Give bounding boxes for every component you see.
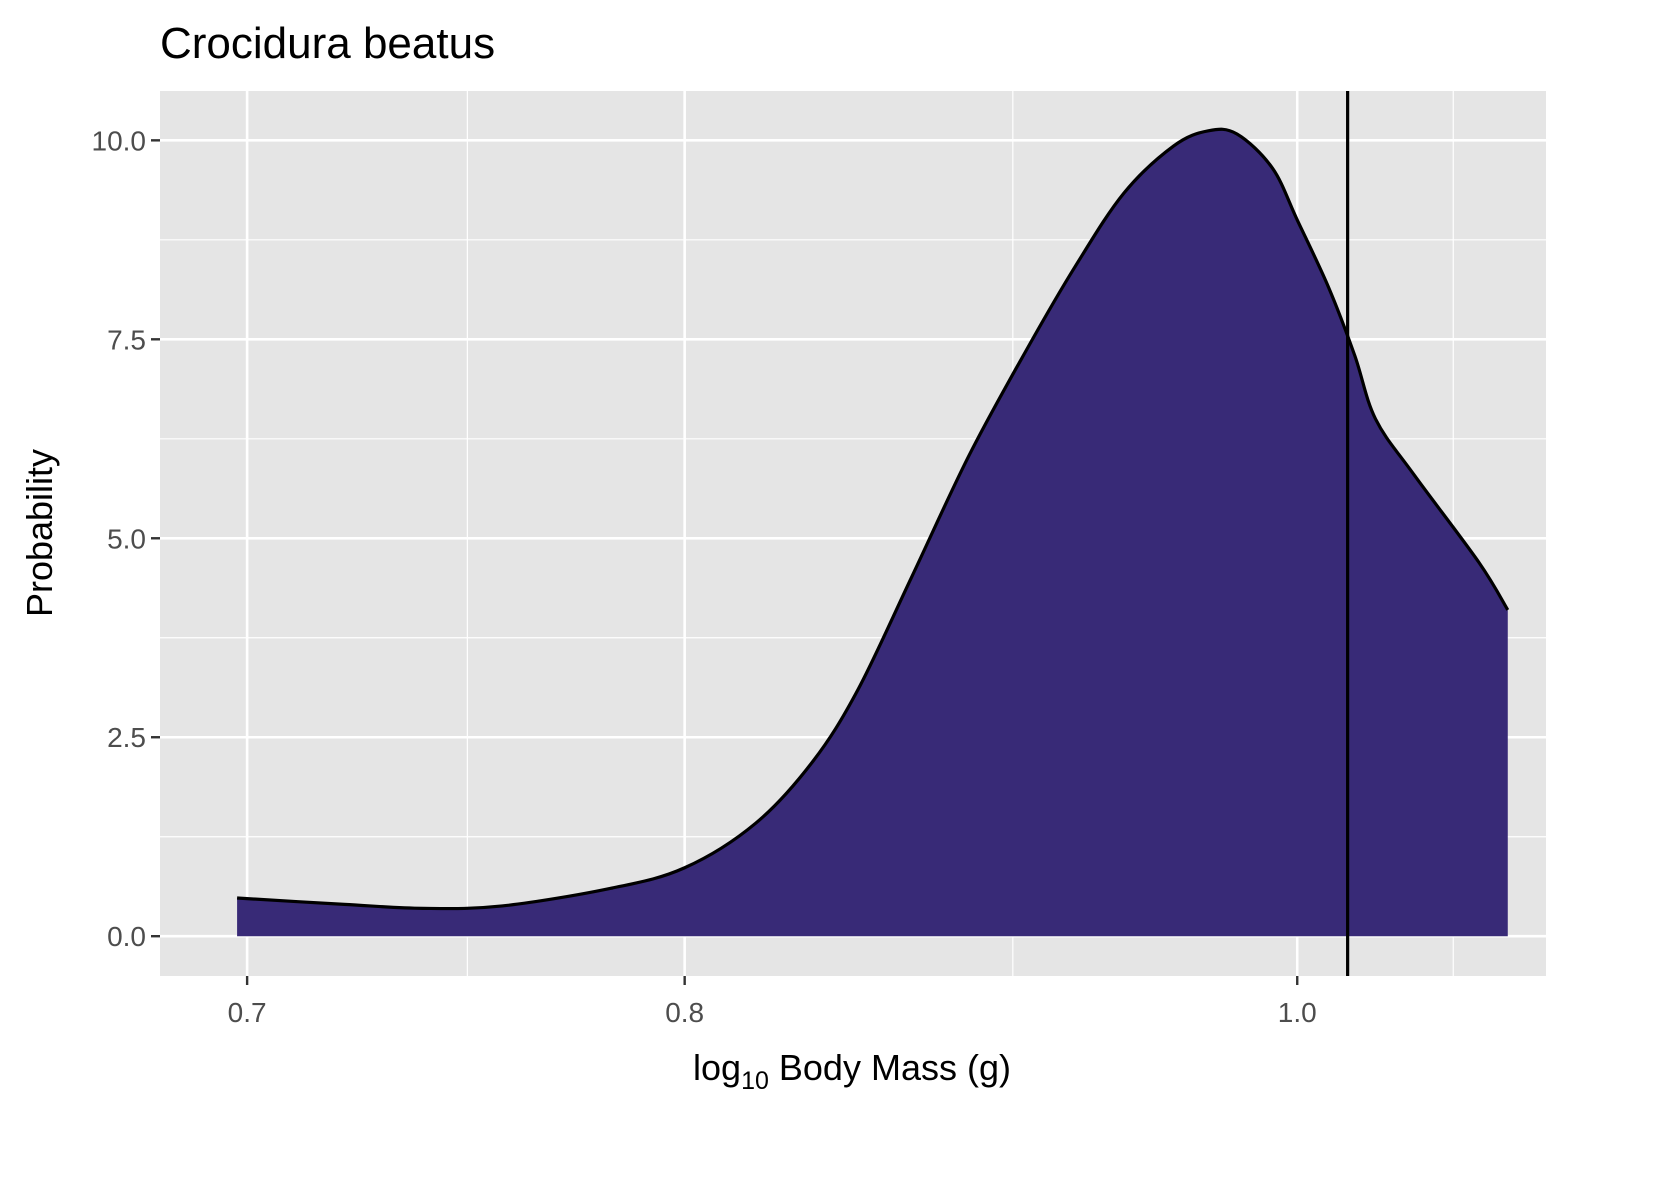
x-axis-title-rest: Body Mass (g) <box>769 1047 1011 1088</box>
density-fill <box>237 129 1508 937</box>
x-axis-title-subscript: 10 <box>741 1067 769 1095</box>
y-tick-label: 10.0 <box>92 125 147 156</box>
y-axis: 0.0 2.5 5.0 7.5 10.0 <box>92 125 160 952</box>
x-tick-label: 0.8 <box>665 997 704 1028</box>
y-tick-label: 5.0 <box>107 523 146 554</box>
x-tick-label: 1.0 <box>1278 997 1317 1028</box>
y-tick-label: 7.5 <box>107 324 146 355</box>
x-axis-title-base: log <box>693 1047 741 1088</box>
density-area <box>236 127 1510 937</box>
density-curve <box>236 127 1510 911</box>
x-axis-title: log10 Body Mass (g) <box>693 1047 1011 1095</box>
x-tick-label: 0.7 <box>228 997 267 1028</box>
density-chart: Crocidura beatus 0.0 2.5 5.0 7.5 10.0 0.7 0.8… <box>19 19 1546 1095</box>
y-axis-title: Probability <box>19 449 60 617</box>
y-tick-label: 2.5 <box>107 722 146 753</box>
x-axis: 0.7 0.8 1.0 <box>228 976 1317 1028</box>
y-tick-label: 0.0 <box>107 921 146 952</box>
chart-title: Crocidura beatus <box>160 19 495 68</box>
